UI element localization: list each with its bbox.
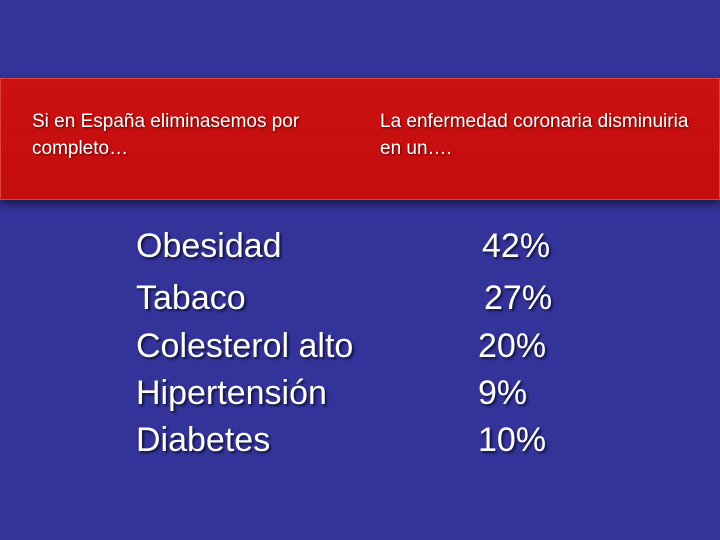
header-banner xyxy=(0,78,720,200)
factor-value-obesidad: 42% xyxy=(482,227,551,265)
factor-label-tabaco: Tabaco xyxy=(136,279,246,317)
factor-label-obesidad: Obesidad xyxy=(136,227,282,265)
factor-label-diabetes: Diabetes xyxy=(136,421,271,459)
factor-label-hipertension: Hipertensión xyxy=(136,374,327,412)
factor-value-colesterol: 20% xyxy=(478,327,547,365)
header-right-text: La enfermedad coronaria disminuiria en u… xyxy=(380,111,689,159)
header-left-text: Si en España eliminasemos por completo… xyxy=(32,111,300,159)
factor-label-colesterol: Colesterol alto xyxy=(136,327,354,365)
factor-value-diabetes: 10% xyxy=(478,421,547,459)
factor-value-hipertension: 9% xyxy=(478,374,528,412)
factor-value-tabaco: 27% xyxy=(484,279,553,317)
